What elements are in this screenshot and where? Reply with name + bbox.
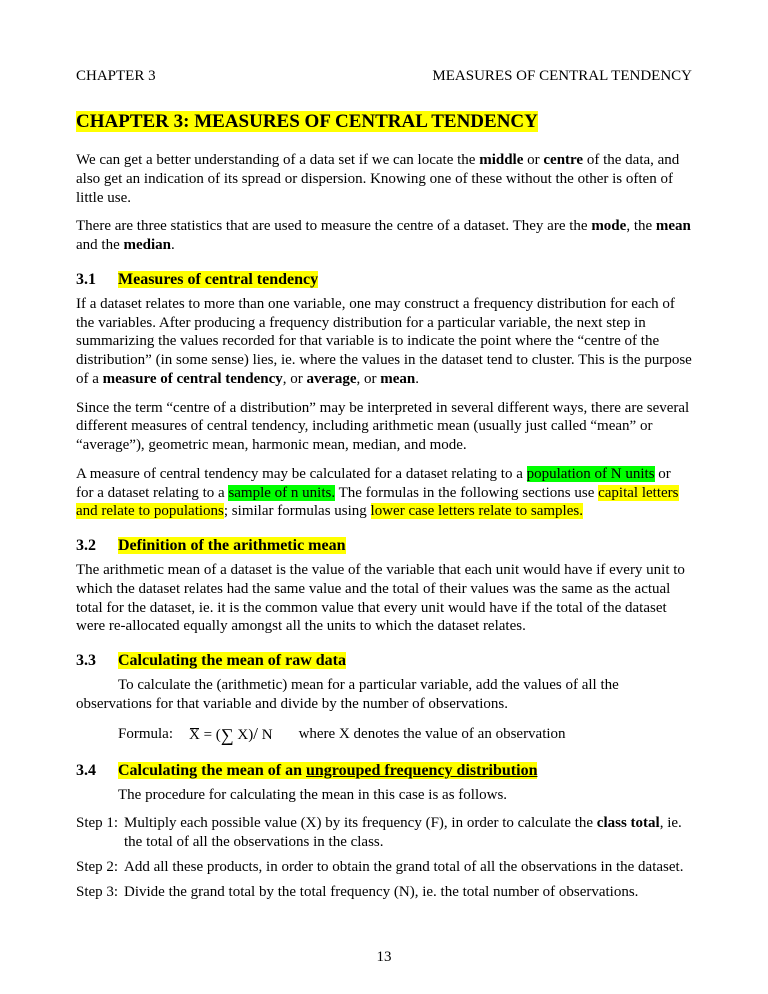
s32-p1: The arithmetic mean of a dataset is the … xyxy=(76,561,692,636)
formula-label: Formula: xyxy=(118,726,173,743)
page-number: 13 xyxy=(0,949,768,966)
section-3-1-head: 3.1Measures of central tendency xyxy=(76,271,692,289)
hl-lowercase: lower case letters relate to samples. xyxy=(371,503,583,519)
step-label: Step 1: xyxy=(76,814,124,852)
step-text: Multiply each possible value (X) by its … xyxy=(124,814,692,852)
section-3-2-head: 3.2Definition of the arithmetic mean xyxy=(76,537,692,555)
page-header: CHAPTER 3 MEASURES OF CENTRAL TENDENCY xyxy=(76,68,692,85)
s31-p2: Since the term “centre of a distribution… xyxy=(76,399,692,455)
section-3-4-head: 3.4Calculating the mean of an ungrouped … xyxy=(76,762,692,780)
s33-p1: To calculate the (arithmetic) mean for a… xyxy=(76,676,692,714)
step-3: Step 3: Divide the grand total by the to… xyxy=(76,883,692,902)
step-label: Step 2: xyxy=(76,858,124,877)
step-label: Step 3: xyxy=(76,883,124,902)
hl-sample: sample of n units. xyxy=(228,485,335,501)
step-text: Divide the grand total by the total freq… xyxy=(124,883,692,902)
section-num: 3.3 xyxy=(76,652,118,670)
formula-row: Formula: X = (∑ X)/ N where X denotes th… xyxy=(76,724,692,746)
hl-population: population of N units xyxy=(527,466,655,482)
s31-p1: If a dataset relates to more than one va… xyxy=(76,295,692,389)
section-num: 3.4 xyxy=(76,762,118,780)
step-text: Add all these products, in order to obta… xyxy=(124,858,692,877)
section-num: 3.1 xyxy=(76,271,118,289)
formula: X = (∑ X)/ N xyxy=(179,724,283,746)
intro-para-1: We can get a better understanding of a d… xyxy=(76,151,692,207)
header-right: MEASURES OF CENTRAL TENDENCY xyxy=(432,68,692,85)
section-title: Definition of the arithmetic mean xyxy=(118,537,346,554)
section-title: Measures of central tendency xyxy=(118,271,318,288)
chapter-title-text: CHAPTER 3: MEASURES OF CENTRAL TENDENCY xyxy=(76,111,538,132)
header-left: CHAPTER 3 xyxy=(76,68,156,85)
intro-para-2: There are three statistics that are used… xyxy=(76,217,692,255)
section-num: 3.2 xyxy=(76,537,118,555)
formula-note: where X denotes the value of an observat… xyxy=(289,726,566,743)
chapter-title: CHAPTER 3: MEASURES OF CENTRAL TENDENCY xyxy=(76,111,692,133)
s34-p1: The procedure for calculating the mean i… xyxy=(76,786,692,805)
page: CHAPTER 3 MEASURES OF CENTRAL TENDENCY C… xyxy=(0,0,768,994)
step-2: Step 2: Add all these products, in order… xyxy=(76,858,692,877)
section-title: Calculating the mean of an ungrouped fre… xyxy=(118,762,537,779)
s31-p3: A measure of central tendency may be cal… xyxy=(76,465,692,521)
section-title: Calculating the mean of raw data xyxy=(118,652,346,669)
section-3-3-head: 3.3Calculating the mean of raw data xyxy=(76,652,692,670)
step-1: Step 1: Multiply each possible value (X)… xyxy=(76,814,692,852)
